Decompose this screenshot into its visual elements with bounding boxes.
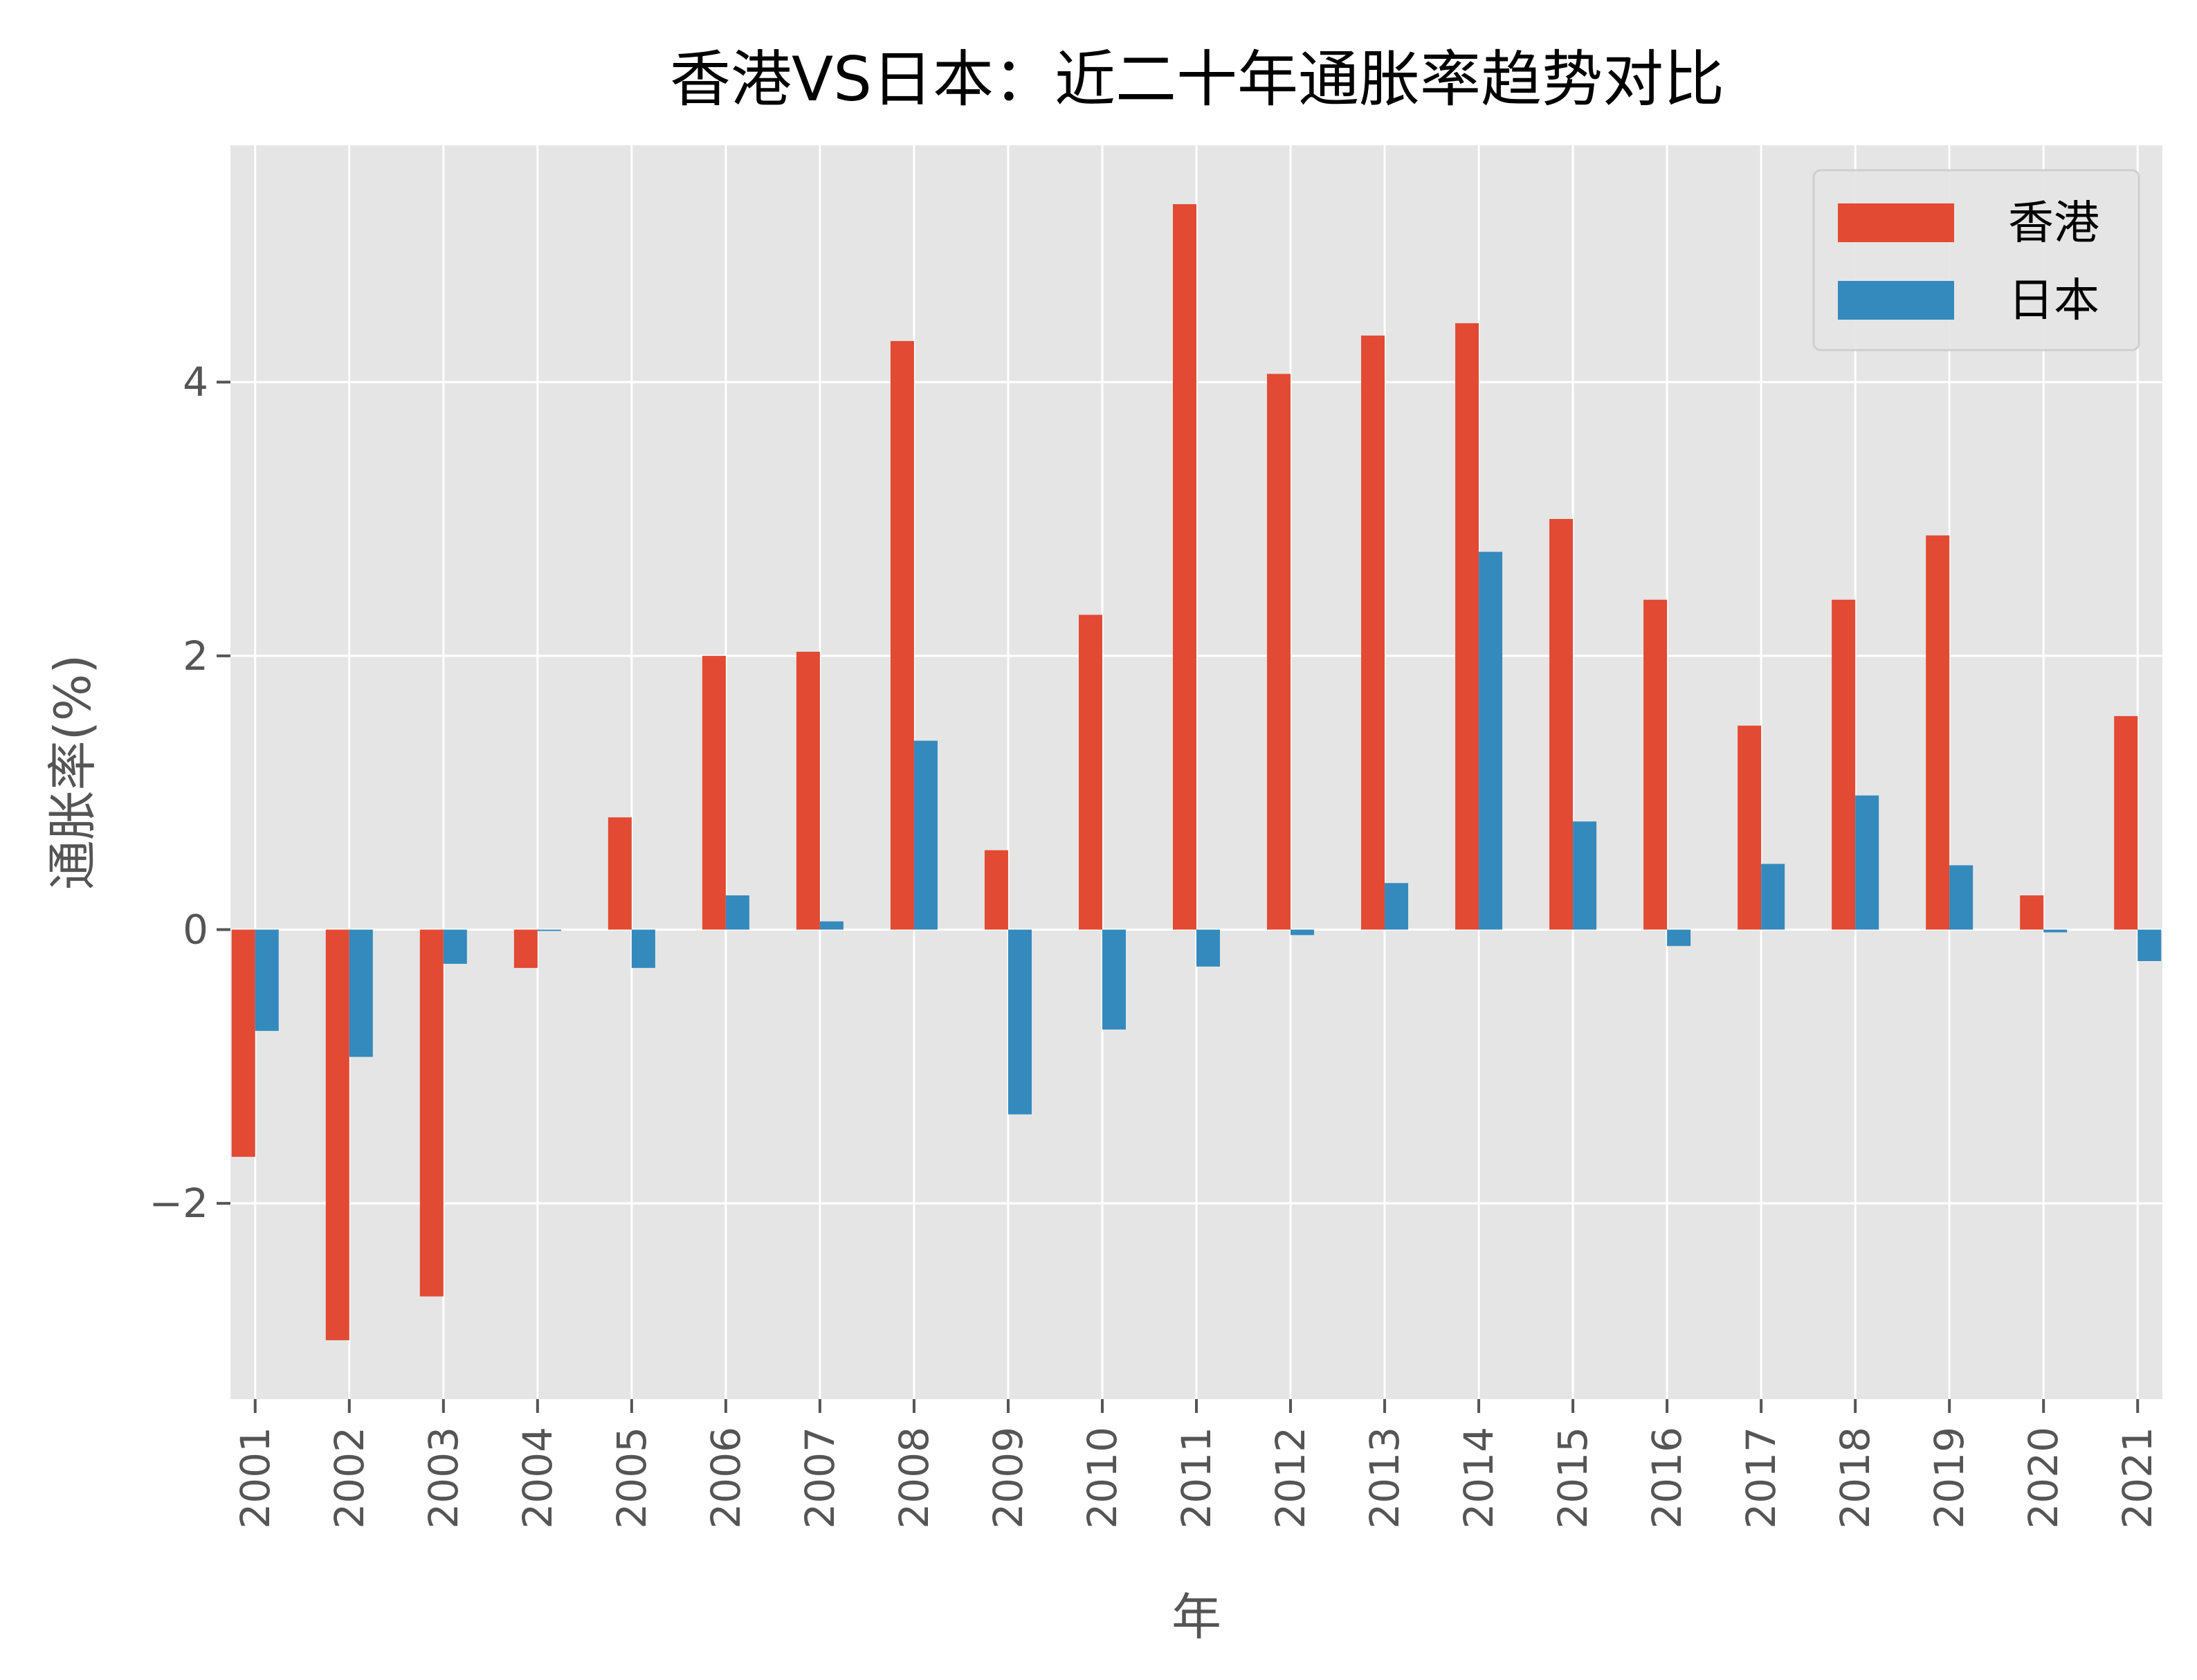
y-axis-ticks: −2 0 2 4 <box>149 358 230 1227</box>
bar <box>796 651 820 930</box>
y-tick-label: 2 <box>183 632 208 679</box>
x-axis-ticks: 2001 2002 2003 2004 2005 2006 2007 2008 2009 2010… <box>232 1399 2161 1529</box>
bar <box>1667 929 1691 947</box>
x-tick-label: 2013 <box>1361 1427 1408 1529</box>
x-tick-label: 2002 <box>326 1427 373 1529</box>
x-tick-label: 2018 <box>1832 1427 1879 1529</box>
legend-swatch <box>1838 281 1954 320</box>
x-tick-label: 2017 <box>1738 1427 1785 1529</box>
bar <box>1078 614 1102 930</box>
legend-label: 香港 <box>2008 197 2099 250</box>
legend-swatch <box>1838 203 1954 242</box>
bar <box>1949 865 1973 930</box>
bar <box>702 655 726 930</box>
bar <box>1549 519 1574 930</box>
bar <box>1926 535 1950 930</box>
bar <box>513 929 538 968</box>
bar <box>2137 929 2162 961</box>
x-tick-label: 2019 <box>1926 1427 1973 1529</box>
bar <box>537 929 561 931</box>
bar <box>1361 335 1385 930</box>
bar <box>2020 895 2044 930</box>
x-tick-label: 2016 <box>1643 1427 1690 1529</box>
x-tick-label: 2003 <box>420 1427 467 1529</box>
bar <box>1738 725 1762 930</box>
bar <box>1643 599 1668 930</box>
x-axis-label: 年 <box>1172 1588 1221 1646</box>
x-tick-label: 2012 <box>1267 1427 1314 1529</box>
bar <box>984 850 1008 930</box>
bar <box>1855 795 1879 930</box>
x-tick-label: 2011 <box>1173 1427 1220 1529</box>
bar <box>349 929 373 1057</box>
x-tick-label: 2004 <box>514 1427 561 1529</box>
x-tick-label: 2015 <box>1549 1427 1596 1529</box>
bar <box>231 929 255 1157</box>
bar <box>1008 929 1032 1115</box>
bar <box>419 929 444 1297</box>
bar <box>913 740 938 930</box>
chart-title: 香港VS日本：近二十年通胀率趋势对比 <box>670 44 1724 115</box>
legend-label: 日本 <box>2008 274 2099 327</box>
x-tick-label: 2009 <box>985 1427 1032 1529</box>
x-tick-label: 2007 <box>796 1427 844 1529</box>
y-axis-label: 通胀率(%) <box>44 655 102 891</box>
bar <box>255 929 279 1031</box>
bar <box>819 921 844 930</box>
bar <box>608 817 632 930</box>
x-tick-label: 2006 <box>702 1427 749 1529</box>
bar <box>1291 929 1315 935</box>
bar <box>1267 374 1291 930</box>
y-tick-label: 0 <box>183 906 208 953</box>
bar <box>1761 864 1785 930</box>
bar <box>325 929 349 1340</box>
bar <box>631 929 655 968</box>
bar <box>1832 599 1856 930</box>
x-tick-label: 2001 <box>232 1427 279 1529</box>
bar <box>1196 929 1221 967</box>
x-tick-label: 2021 <box>2114 1427 2161 1529</box>
bar <box>725 895 749 930</box>
x-tick-label: 2008 <box>891 1427 938 1529</box>
bar <box>890 340 914 930</box>
bar <box>1573 821 1597 930</box>
bar <box>443 929 467 964</box>
bar <box>2114 715 2138 930</box>
bar <box>1479 551 1503 930</box>
bar <box>1385 883 1409 930</box>
bar <box>1172 204 1196 930</box>
bars <box>231 204 2162 1340</box>
y-tick-label: 4 <box>183 358 208 405</box>
bar <box>2043 929 2068 933</box>
y-tick-label: −2 <box>149 1180 209 1227</box>
x-tick-label: 2010 <box>1079 1427 1126 1529</box>
x-tick-label: 2020 <box>2020 1427 2067 1529</box>
bar <box>1455 323 1479 930</box>
x-tick-label: 2005 <box>608 1427 655 1529</box>
x-tick-label: 2014 <box>1455 1427 1502 1529</box>
bar <box>1102 929 1126 1030</box>
